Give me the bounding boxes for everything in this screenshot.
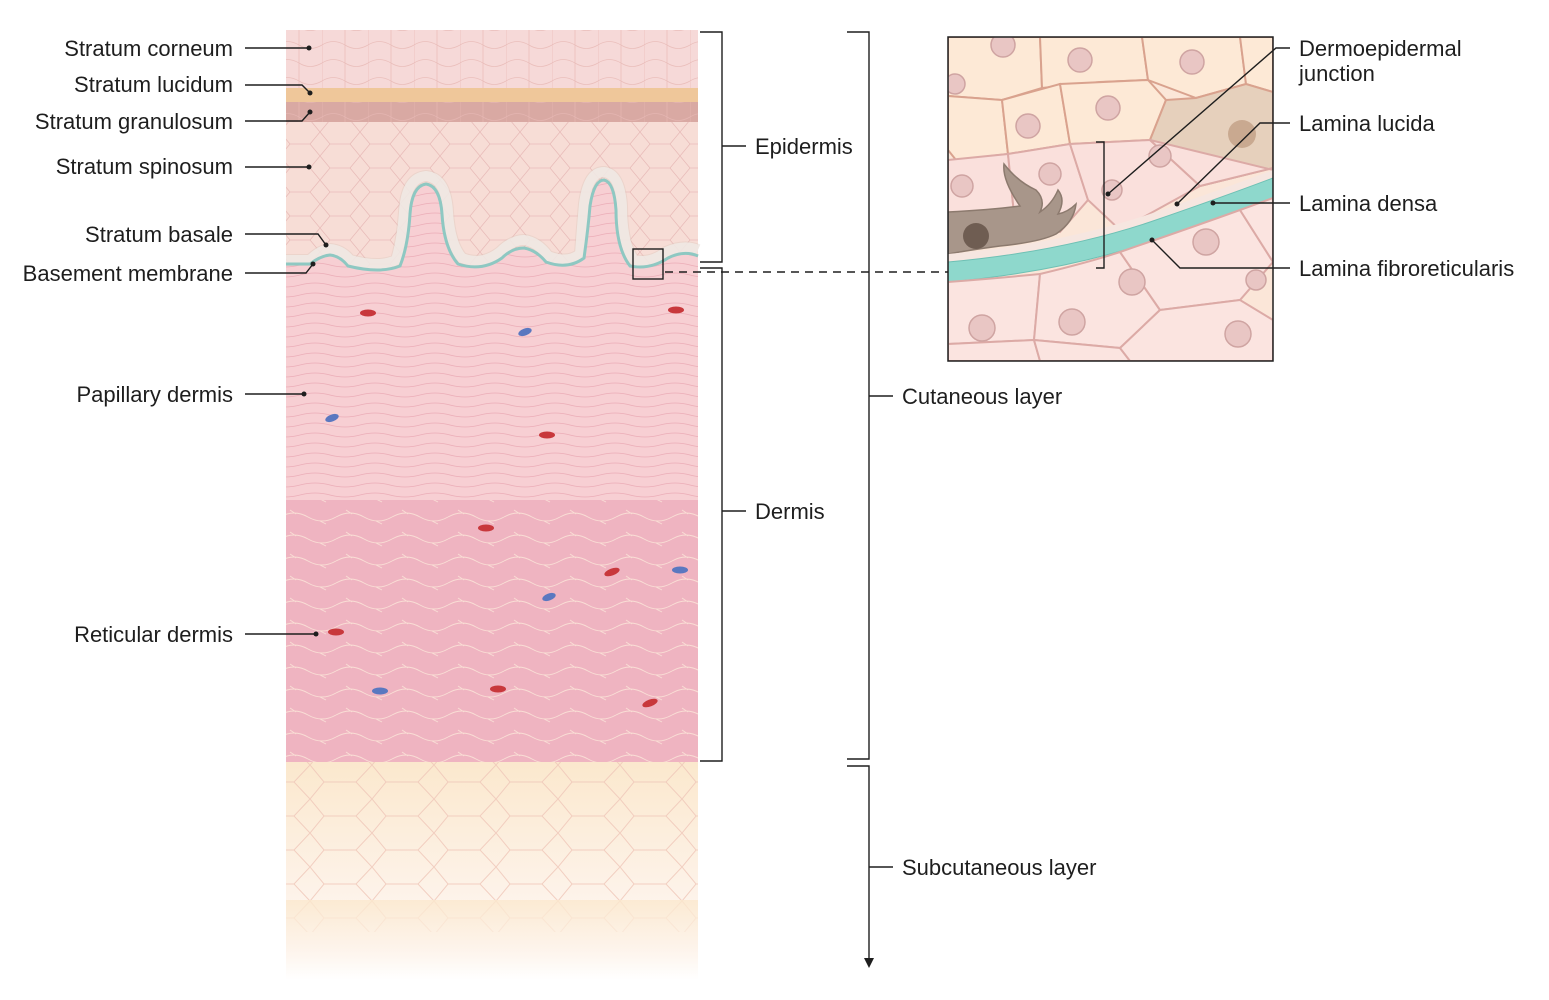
lamina-densa-layer [948,177,1273,283]
label-epidermis: Epidermis [755,134,853,159]
label-subcutaneous-layer: Subcutaneous layer [902,855,1096,880]
dermis-bracket [700,267,746,762]
label-lamina-fibroreticularis: Lamina fibroreticularis [1299,256,1514,281]
label-stratum-lucidum: Stratum lucidum [74,72,233,97]
label-basement-membrane: Basement membrane [23,261,233,286]
label-stratum-granulosum: Stratum granulosum [35,109,233,134]
label-lamina-densa: Lamina densa [1299,191,1438,216]
label-papillary-dermis: Papillary dermis [77,382,234,407]
label-reticular-dermis: Reticular dermis [74,622,233,647]
cutaneous-bracket [847,31,893,760]
basement-membrane-line [286,178,699,272]
subcutaneous-arrowhead [864,958,874,968]
stratum-lucidum-band [286,88,698,102]
label-stratum-spinosum: Stratum spinosum [56,154,233,179]
label-cutaneous-layer: Cutaneous layer [902,384,1062,409]
label-dermis: Dermis [755,499,825,524]
skin-section [286,30,701,980]
subcutaneous-bracket [847,765,893,962]
label-lamina-lucida: Lamina lucida [1299,111,1436,136]
brackets: Epidermis Dermis Cutaneous layer Subcuta… [700,31,1096,968]
label-dermoepidermal-junction: Dermoepidermal [1299,36,1462,61]
epidermis-bracket [700,31,746,263]
left-labels: Stratum corneum Stratum lucidum Stratum … [23,36,329,647]
lamina-lucida-layer [948,170,1273,262]
label-dermoepidermal-junction-line2: junction [1298,61,1375,86]
label-stratum-basale: Stratum basale [85,222,233,247]
inset-magnification: Dermoepidermal junction Lamina lucida La… [947,36,1514,362]
zoom-box [632,248,664,280]
blood-vessels [325,306,688,708]
dermoepidermal-junction-bracket [1096,141,1105,269]
label-stratum-corneum: Stratum corneum [64,36,233,61]
